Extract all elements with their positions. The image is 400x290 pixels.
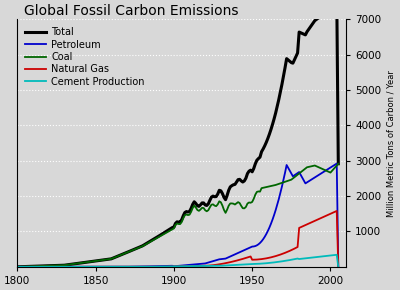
Petroleum <box>66 265 71 269</box>
Legend: Total, Petroleum, Coal, Natural Gas, Cement Production: Total, Petroleum, Coal, Natural Gas, Cem… <box>22 24 148 90</box>
Coal <box>336 162 341 166</box>
Natural Gas <box>311 220 316 223</box>
Petroleum <box>20 265 24 269</box>
Cement Production <box>15 265 20 269</box>
Natural Gas <box>20 265 24 269</box>
Petroleum <box>48 265 52 269</box>
Total <box>15 265 20 269</box>
Line: Coal: Coal <box>17 164 338 267</box>
Line: Natural Gas: Natural Gas <box>17 211 338 267</box>
Petroleum <box>138 265 143 268</box>
Petroleum <box>15 265 20 269</box>
Coal <box>15 265 20 269</box>
Coal <box>311 164 316 168</box>
Coal <box>138 245 143 249</box>
Petroleum <box>311 177 316 180</box>
Line: Cement Production: Cement Production <box>17 255 338 267</box>
Coal <box>20 265 24 268</box>
Natural Gas <box>334 209 339 213</box>
Petroleum <box>106 265 110 269</box>
Line: Petroleum: Petroleum <box>17 164 338 267</box>
Cement Production <box>66 265 71 269</box>
Total <box>336 162 341 166</box>
Total <box>20 265 24 268</box>
Total <box>66 263 71 266</box>
Natural Gas <box>15 265 20 269</box>
Natural Gas <box>336 265 341 269</box>
Cement Production <box>20 265 24 269</box>
Total <box>138 245 143 248</box>
Cement Production <box>336 265 341 269</box>
Petroleum <box>334 162 339 165</box>
Natural Gas <box>138 265 143 269</box>
Cement Production <box>138 265 143 269</box>
Y-axis label: Million Metric Tons of Carbon / Year: Million Metric Tons of Carbon / Year <box>387 70 396 217</box>
Coal <box>66 263 71 266</box>
Total <box>311 21 316 25</box>
Natural Gas <box>66 265 71 269</box>
Line: Total: Total <box>17 0 338 267</box>
Petroleum <box>336 265 341 269</box>
Cement Production <box>334 253 339 257</box>
Coal <box>106 258 110 261</box>
Natural Gas <box>106 265 110 269</box>
Cement Production <box>48 265 52 269</box>
Cement Production <box>106 265 110 269</box>
Cement Production <box>311 256 316 259</box>
Text: Global Fossil Carbon Emissions: Global Fossil Carbon Emissions <box>24 4 238 18</box>
Natural Gas <box>48 265 52 269</box>
Total <box>106 258 110 261</box>
Total <box>48 264 52 267</box>
Coal <box>48 264 52 267</box>
